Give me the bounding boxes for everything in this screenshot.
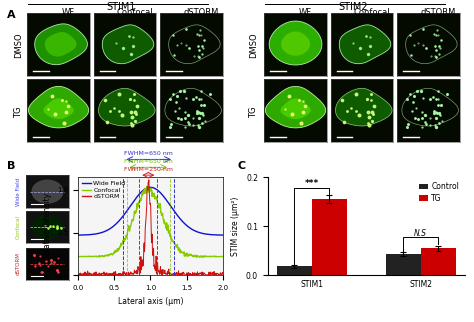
Text: DMSO: DMSO	[15, 32, 23, 58]
Polygon shape	[99, 88, 155, 126]
Y-axis label: STIM size (μm²): STIM size (μm²)	[231, 196, 240, 256]
Polygon shape	[265, 86, 326, 128]
Text: A: A	[7, 10, 16, 20]
Polygon shape	[102, 25, 154, 64]
Text: dSTORM: dSTORM	[421, 8, 456, 17]
Polygon shape	[339, 25, 391, 64]
Text: Confocal: Confocal	[16, 215, 21, 239]
Text: Confocal: Confocal	[354, 8, 391, 17]
Polygon shape	[281, 98, 310, 119]
Text: DMSO: DMSO	[249, 32, 258, 58]
X-axis label: Lateral axis (μm): Lateral axis (μm)	[118, 297, 183, 306]
Legend: Control, TG: Control, TG	[418, 181, 461, 204]
Bar	[421, 248, 456, 275]
Text: FWHM=650 nm: FWHM=650 nm	[124, 159, 173, 164]
Polygon shape	[336, 88, 392, 126]
Y-axis label: Relative intensity: Relative intensity	[43, 193, 52, 260]
Polygon shape	[165, 88, 221, 126]
Text: WF: WF	[299, 8, 312, 17]
Text: Wide Field: Wide Field	[16, 177, 21, 206]
Polygon shape	[35, 24, 87, 65]
Polygon shape	[269, 21, 322, 65]
Polygon shape	[44, 98, 73, 119]
Polygon shape	[45, 32, 76, 57]
Legend: Wide Field, Confocal, dSTORM: Wide Field, Confocal, dSTORM	[82, 180, 126, 200]
Text: dSTORM: dSTORM	[16, 252, 21, 276]
Text: N.S: N.S	[414, 229, 427, 238]
Polygon shape	[402, 88, 458, 126]
Ellipse shape	[31, 215, 64, 239]
Text: TG: TG	[15, 107, 23, 118]
Text: STIM1: STIM1	[106, 2, 136, 12]
Text: FWHM=650 nm: FWHM=650 nm	[124, 151, 173, 156]
Text: C: C	[237, 161, 245, 171]
Text: WF: WF	[62, 8, 75, 17]
Text: STIM2: STIM2	[338, 2, 368, 12]
Ellipse shape	[31, 180, 64, 204]
Bar	[311, 199, 346, 275]
Bar	[386, 254, 421, 275]
Text: FWHM=250 nm: FWHM=250 nm	[124, 167, 173, 172]
Polygon shape	[281, 32, 310, 56]
Bar	[277, 267, 311, 275]
Polygon shape	[169, 25, 220, 64]
Text: dSTORM: dSTORM	[184, 8, 219, 17]
Polygon shape	[406, 25, 457, 64]
Text: TG: TG	[249, 107, 258, 118]
Text: B: B	[7, 161, 16, 171]
Text: ***: ***	[304, 179, 319, 188]
Text: Confocal: Confocal	[117, 8, 154, 17]
Polygon shape	[28, 86, 89, 128]
